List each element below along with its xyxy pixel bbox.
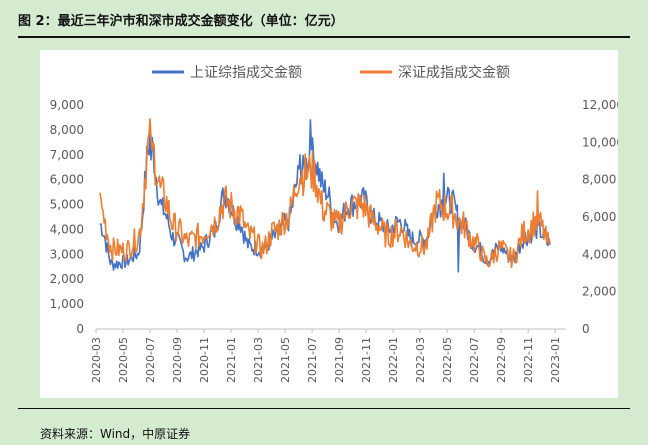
y-left-tick-label: 7,000 bbox=[50, 148, 84, 162]
x-tick-label: 2020-11 bbox=[198, 337, 211, 383]
chart: 上证综指成交金额 深证成指成交金额 0 1,000 2,000 3,000 4,000 5,… bbox=[50, 64, 624, 383]
y-left-tick-label: 9,000 bbox=[50, 98, 84, 112]
y-right-tick-label: 12,000 bbox=[582, 98, 618, 112]
x-tick-label: 2020-07 bbox=[144, 337, 157, 383]
x-tick-label: 2022-01 bbox=[387, 337, 400, 383]
x-tick-label: 2021-05 bbox=[279, 337, 292, 383]
y-left-tick-label: 2,000 bbox=[50, 272, 84, 286]
x-tick-label: 2022-07 bbox=[468, 337, 481, 383]
x-tick-label: 2021-03 bbox=[252, 337, 265, 383]
y-right-tick-label: 6,000 bbox=[582, 210, 616, 224]
source-rule bbox=[18, 408, 630, 409]
y-right-tick-label: 10,000 bbox=[582, 135, 618, 149]
y-right-tick-label: 4,000 bbox=[582, 247, 616, 261]
x-tick-label: 2022-11 bbox=[522, 337, 535, 383]
x-tick-label: 2020-09 bbox=[171, 337, 184, 383]
x-tick-label: 2021-01 bbox=[225, 337, 238, 383]
series-line-shanghai bbox=[99, 119, 551, 273]
y-right-tick-label: 0 bbox=[582, 322, 590, 336]
y-left-tick-label: 1,000 bbox=[50, 297, 84, 311]
x-tick-label: 2023-01 bbox=[549, 337, 562, 383]
y-left-tick-label: 0 bbox=[76, 322, 84, 336]
legend-shanghai-label: 上证综指成交金额 bbox=[190, 64, 302, 81]
y-left-tick-label: 5,000 bbox=[50, 198, 84, 212]
y-right-tick-label: 2,000 bbox=[582, 285, 616, 299]
x-tick-label: 2021-11 bbox=[360, 337, 373, 383]
axes: 0 1,000 2,000 3,000 4,000 5,000 6,000 7,000 8,00… bbox=[50, 98, 624, 383]
x-tick-label: 2020-05 bbox=[117, 337, 130, 383]
legend-shenzhen-label: 深证成指成交金额 bbox=[398, 64, 510, 81]
x-tick-label: 2020-03 bbox=[90, 337, 103, 383]
y-left-tick-label: 8,000 bbox=[50, 123, 84, 137]
y-left-tick-label: 3,000 bbox=[50, 247, 84, 261]
series-line-shenzhen bbox=[99, 118, 551, 269]
source-note: 资料来源：Wind，中原证券 bbox=[40, 427, 191, 441]
title-rule bbox=[18, 36, 630, 38]
x-tick-label: 2021-09 bbox=[333, 337, 346, 383]
y-left-tick-label: 6,000 bbox=[50, 173, 84, 187]
legend: 上证综指成交金额 深证成指成交金额 bbox=[152, 64, 510, 81]
x-tick-label: 2021-07 bbox=[306, 337, 319, 383]
x-tick-label: 2022-03 bbox=[414, 337, 427, 383]
series-lines bbox=[99, 118, 551, 273]
y-left-tick-label: 4,000 bbox=[50, 222, 84, 236]
figure-title: 图 2：最近三年沪市和深市成交金额变化（单位：亿元） bbox=[18, 14, 344, 29]
x-tick-label: 2022-05 bbox=[441, 337, 454, 383]
chart-panel: 上证综指成交金额 深证成指成交金额 0 1,000 2,000 3,000 4,000 5,… bbox=[40, 50, 624, 398]
x-tick-label: 2022-09 bbox=[495, 337, 508, 383]
y-right-tick-label: 8,000 bbox=[582, 173, 616, 187]
